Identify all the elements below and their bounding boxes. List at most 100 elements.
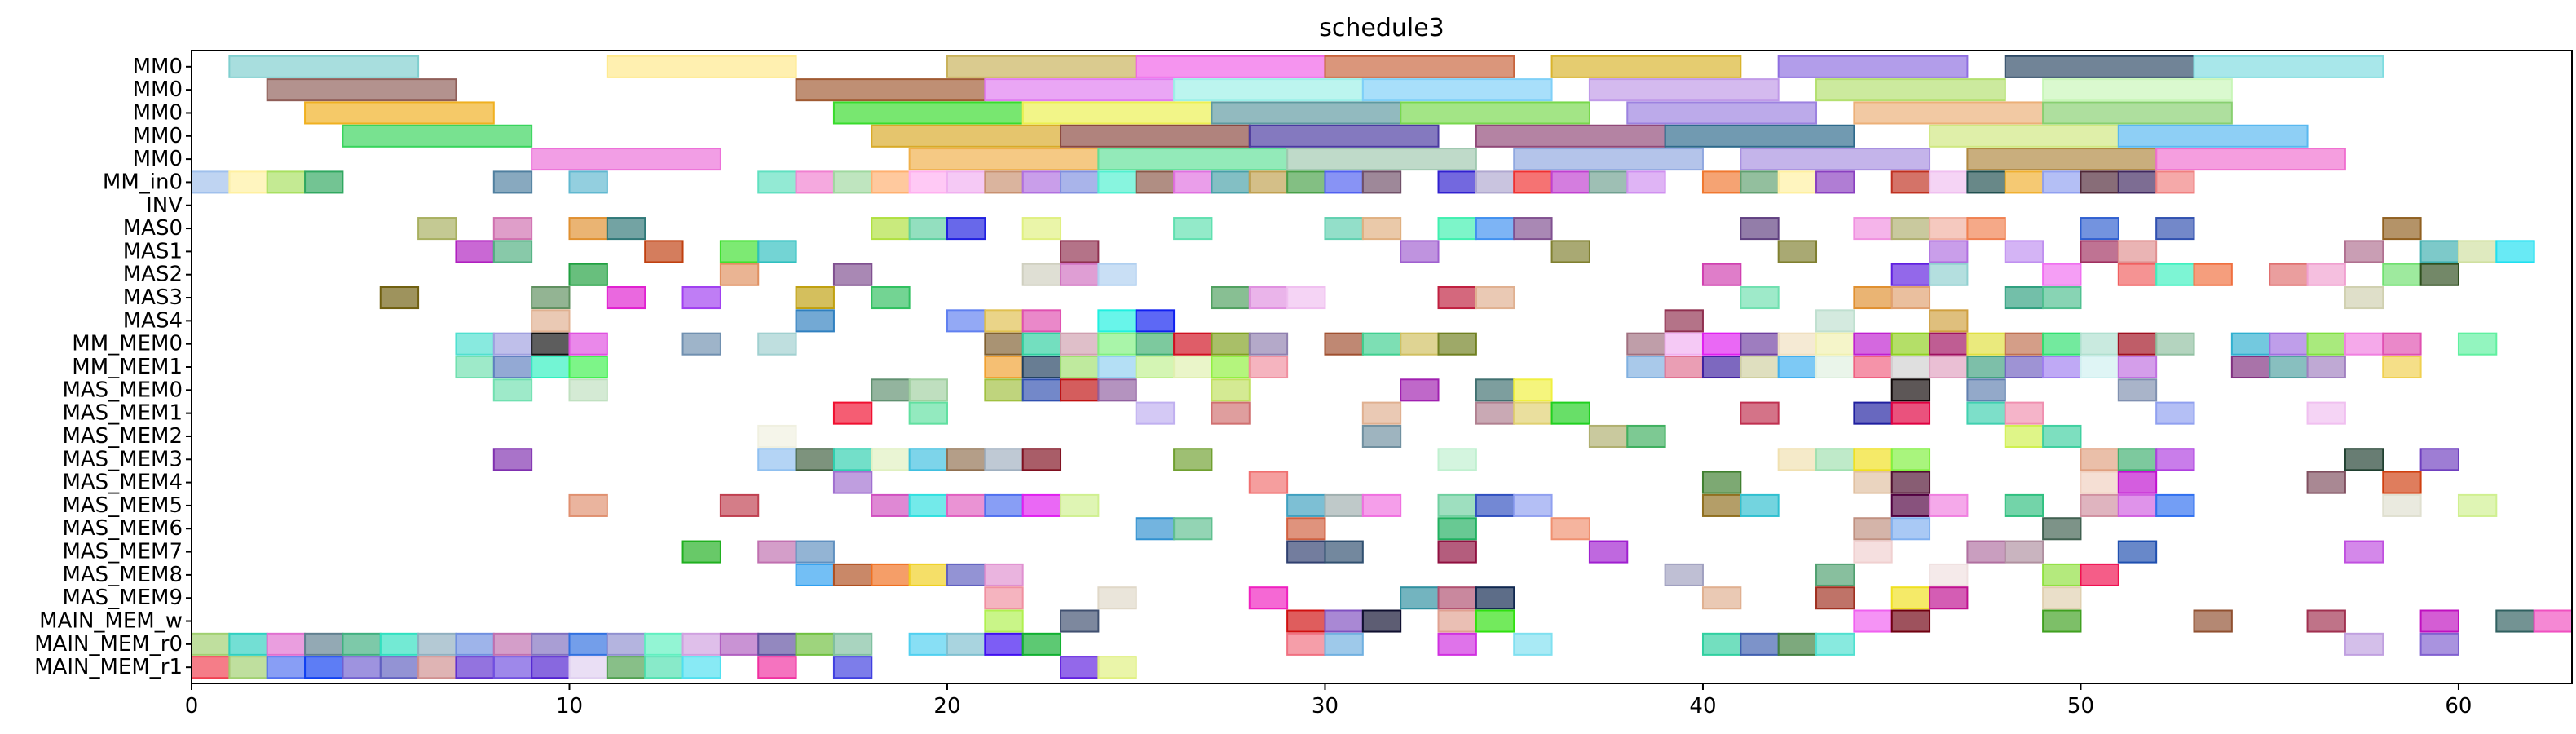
task-bar <box>1701 355 1742 379</box>
task-bar <box>2004 332 2044 356</box>
task-bar <box>1777 332 1818 356</box>
task-bar <box>2306 332 2346 356</box>
task-bar <box>946 632 986 656</box>
task-bar <box>871 286 911 310</box>
task-bar <box>2495 240 2535 263</box>
task-bar <box>757 632 797 656</box>
task-bar <box>2042 424 2082 448</box>
task-bar <box>2193 263 2233 286</box>
task-bar <box>2117 493 2158 517</box>
task-bar <box>1701 493 1742 517</box>
task-bar <box>1890 493 1931 517</box>
task-bar <box>1286 517 1326 541</box>
task-bar <box>2495 609 2535 633</box>
task-bar <box>946 309 986 333</box>
task-bar <box>1777 55 1969 78</box>
task-bar <box>1626 332 1666 356</box>
task-bar <box>606 286 646 310</box>
task-bar <box>2004 540 2044 564</box>
task-bar <box>1513 401 1553 425</box>
y-tick-label: MAS_MEM5 <box>62 493 183 518</box>
task-bar <box>908 493 948 517</box>
task-bar <box>1513 632 1553 656</box>
task-bar <box>2042 355 2082 379</box>
task-bar <box>1173 355 1213 379</box>
task-bar <box>644 632 684 656</box>
task-bar <box>1173 448 1213 471</box>
y-tick-label: MM0 <box>133 77 183 102</box>
task-bar <box>1437 332 1477 356</box>
task-bar <box>1513 217 1553 241</box>
y-tick-label: MAS2 <box>123 263 183 287</box>
task-bar <box>1060 124 1251 148</box>
task-bar <box>2193 55 2384 78</box>
task-bar <box>984 493 1024 517</box>
task-bar <box>1588 170 1629 194</box>
task-bar <box>2080 217 2119 241</box>
task-bar <box>984 586 1024 610</box>
task-bar <box>2042 586 2082 610</box>
task-bar <box>1324 493 1364 517</box>
task-bar <box>795 286 835 310</box>
task-bar <box>1021 378 1062 402</box>
task-bar <box>2004 286 2044 310</box>
task-bar <box>1588 424 1629 448</box>
task-bar <box>1475 124 1666 148</box>
task-bar <box>946 170 986 194</box>
task-bar <box>1361 78 1553 102</box>
task-bar <box>1815 355 1855 379</box>
task-bar <box>681 632 721 656</box>
task-bar <box>757 170 797 194</box>
task-bar <box>1324 609 1364 633</box>
task-bar <box>1060 609 1100 633</box>
task-bar <box>1060 656 1100 679</box>
task-bar <box>2269 263 2309 286</box>
task-bar <box>1400 378 1440 402</box>
task-bar <box>2004 401 2044 425</box>
task-bar <box>1513 148 1704 171</box>
task-bar <box>644 656 684 679</box>
task-bar <box>2382 332 2422 356</box>
task-bar <box>795 632 835 656</box>
task-bar <box>1437 632 1477 656</box>
task-bar <box>2269 355 2309 379</box>
task-bar <box>1324 55 1515 78</box>
y-tick-label: MM_MEM1 <box>72 355 183 379</box>
task-bar <box>832 448 873 471</box>
task-bar <box>1361 493 1402 517</box>
task-bar <box>1929 309 1969 333</box>
task-bar <box>1929 586 1969 610</box>
task-bar <box>2080 170 2119 194</box>
task-bar <box>492 378 533 402</box>
y-tick-label: MAS_MEM2 <box>62 424 183 449</box>
task-bar <box>2080 448 2119 471</box>
task-bar <box>757 656 797 679</box>
task-bar <box>1929 493 1969 517</box>
task-bar <box>1211 170 1251 194</box>
task-bar <box>304 101 495 125</box>
task-bar <box>1400 332 1440 356</box>
task-bar <box>871 124 1062 148</box>
task-bar <box>946 493 986 517</box>
task-bar <box>417 217 457 241</box>
task-bar <box>2457 493 2498 517</box>
task-bar <box>984 170 1024 194</box>
task-bar <box>379 656 420 679</box>
task-bar <box>1701 632 1742 656</box>
task-bar <box>342 656 382 679</box>
task-bar <box>2042 263 2082 286</box>
task-bar <box>1890 378 1931 402</box>
task-bar <box>1361 424 1402 448</box>
task-bar <box>2382 493 2422 517</box>
task-bar <box>2155 263 2195 286</box>
task-bar <box>1324 332 1364 356</box>
task-bar <box>1173 217 1213 241</box>
task-bar <box>228 55 420 78</box>
task-bar <box>1211 355 1251 379</box>
task-bar <box>1777 632 1818 656</box>
y-tick-label: MM0 <box>133 100 183 125</box>
task-bar <box>1248 170 1289 194</box>
task-bar <box>832 401 873 425</box>
x-tick-label: 50 <box>2067 694 2094 719</box>
task-bar <box>1890 609 1931 633</box>
